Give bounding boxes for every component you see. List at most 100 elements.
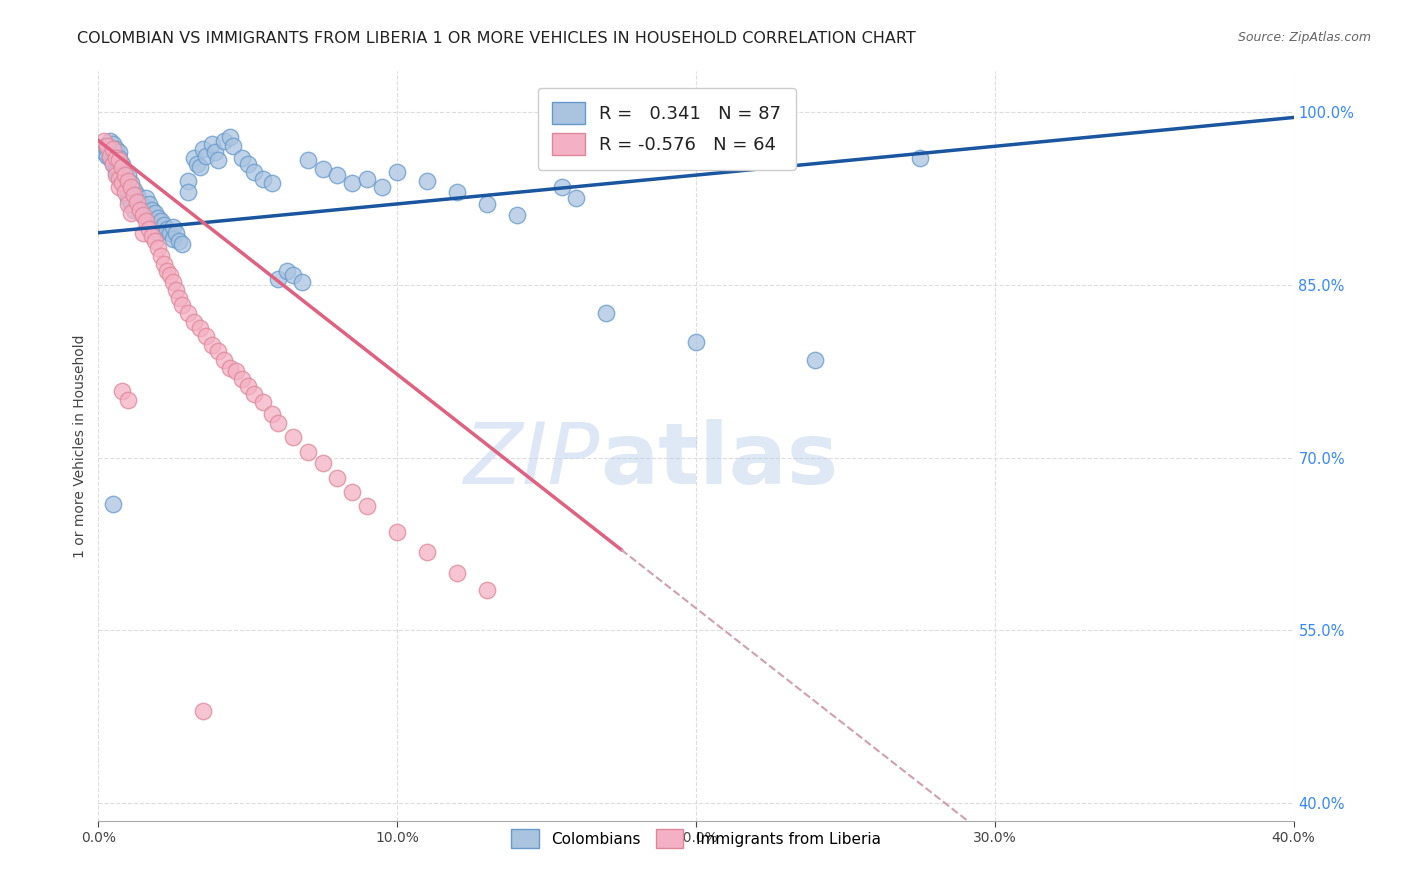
Point xyxy=(416,174,439,188)
Point xyxy=(281,430,304,444)
Point xyxy=(371,179,394,194)
Point xyxy=(120,176,142,190)
Point xyxy=(105,160,128,174)
Point xyxy=(183,314,205,328)
Point xyxy=(156,222,179,236)
Point xyxy=(260,176,283,190)
Point xyxy=(165,284,187,298)
Point xyxy=(103,153,125,168)
Point xyxy=(132,199,155,213)
Point xyxy=(236,156,259,170)
Point xyxy=(159,268,181,283)
Point xyxy=(105,164,128,178)
Point xyxy=(127,187,149,202)
Point xyxy=(103,156,125,170)
Point xyxy=(93,134,115,148)
Point xyxy=(111,384,134,398)
Point xyxy=(114,179,136,194)
Text: Source: ZipAtlas.com: Source: ZipAtlas.com xyxy=(1237,31,1371,45)
Point xyxy=(416,545,439,559)
Point xyxy=(132,209,155,223)
Point xyxy=(565,191,588,205)
Point xyxy=(96,139,118,153)
Point xyxy=(276,264,298,278)
Point xyxy=(108,168,131,182)
Point xyxy=(342,176,364,190)
Point xyxy=(135,214,157,228)
Point xyxy=(117,197,139,211)
Point xyxy=(177,186,200,200)
Point xyxy=(120,206,142,220)
Text: COLOMBIAN VS IMMIGRANTS FROM LIBERIA 1 OR MORE VEHICLES IN HOUSEHOLD CORRELATION: COLOMBIAN VS IMMIGRANTS FROM LIBERIA 1 O… xyxy=(77,31,917,46)
Point xyxy=(156,264,179,278)
Point xyxy=(117,191,139,205)
Point xyxy=(114,164,136,178)
Point xyxy=(141,219,163,234)
Point xyxy=(153,218,176,232)
Point xyxy=(201,136,224,151)
Point xyxy=(150,249,173,263)
Point xyxy=(98,134,122,148)
Point xyxy=(506,209,529,223)
Point xyxy=(114,186,136,200)
Text: ZIP: ZIP xyxy=(464,419,600,502)
Point xyxy=(475,583,498,598)
Point xyxy=(148,211,170,225)
Point xyxy=(165,226,187,240)
Point xyxy=(96,148,118,162)
Point xyxy=(195,148,218,162)
Point xyxy=(167,292,190,306)
Point xyxy=(148,241,170,255)
Point xyxy=(108,145,131,159)
Point xyxy=(219,360,242,375)
Point xyxy=(186,156,208,170)
Point xyxy=(595,306,617,320)
Point xyxy=(267,416,290,430)
Point xyxy=(195,329,218,343)
Point xyxy=(297,153,319,168)
Point xyxy=(148,226,170,240)
Point xyxy=(138,214,160,228)
Point xyxy=(311,456,333,470)
Point xyxy=(356,499,378,513)
Point xyxy=(207,153,229,168)
Point xyxy=(108,179,131,194)
Point xyxy=(135,191,157,205)
Point xyxy=(103,136,125,151)
Point xyxy=(342,485,364,500)
Point xyxy=(162,219,184,234)
Point xyxy=(111,160,134,174)
Point xyxy=(143,234,166,248)
Point xyxy=(225,364,247,378)
Point xyxy=(311,162,333,177)
Point xyxy=(685,335,707,350)
Point xyxy=(804,352,827,367)
Point xyxy=(172,298,194,312)
Point xyxy=(162,231,184,245)
Point xyxy=(111,162,134,177)
Point xyxy=(127,194,149,209)
Point xyxy=(475,197,498,211)
Point xyxy=(326,471,349,485)
Point xyxy=(172,237,194,252)
Point xyxy=(446,566,468,580)
Point xyxy=(141,202,163,217)
Point xyxy=(231,372,253,386)
Point xyxy=(191,704,214,718)
Point xyxy=(111,174,134,188)
Point xyxy=(236,379,259,393)
Point xyxy=(188,160,211,174)
Point xyxy=(138,222,160,236)
Point xyxy=(188,321,211,335)
Point xyxy=(105,142,128,156)
Point xyxy=(222,139,245,153)
Point xyxy=(267,272,290,286)
Point xyxy=(98,148,122,162)
Point xyxy=(177,174,200,188)
Legend: Colombians, Immigrants from Liberia: Colombians, Immigrants from Liberia xyxy=(505,823,887,855)
Point xyxy=(120,179,142,194)
Point xyxy=(124,202,146,217)
Point xyxy=(908,151,931,165)
Point xyxy=(120,197,142,211)
Point xyxy=(212,134,235,148)
